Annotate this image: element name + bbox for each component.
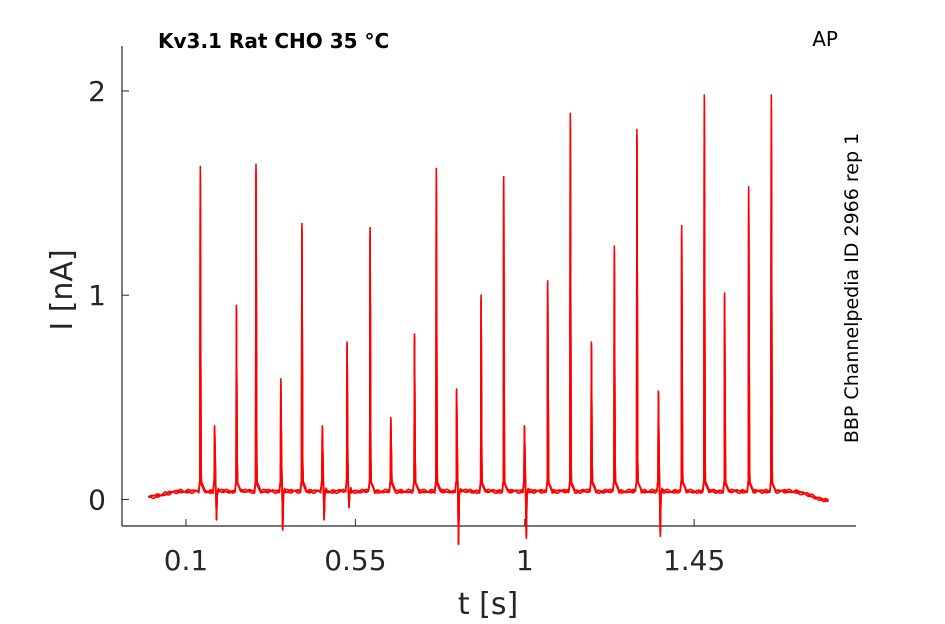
spike-peak-point: [321, 425, 324, 427]
x-axis-label: t [s]: [458, 587, 518, 622]
spike-peak-point: [680, 224, 683, 227]
y-axis-label: I [nA]: [45, 249, 80, 330]
spike-peak-point: [747, 186, 750, 188]
spike-peak-point: [235, 304, 238, 307]
spike-peak-point: [455, 388, 458, 390]
spike-peak-point: [255, 163, 257, 166]
spike-peak-point: [413, 333, 416, 335]
spike-peak-point: [502, 175, 505, 178]
spike-peak-point: [213, 425, 216, 427]
spike-peak-point: [770, 94, 773, 96]
x-tick-label: 0.1: [164, 544, 209, 577]
source-label: BBP Channelpedia ID 2966 rep 1: [841, 133, 863, 443]
y-tick-label: 0: [88, 483, 106, 516]
axes: [121, 46, 856, 527]
spike-peak-point: [657, 390, 660, 392]
plot-area: [147, 94, 830, 546]
x-tick-label: 1.45: [663, 544, 725, 577]
y-axis-ticks: 0 1 2: [88, 75, 129, 516]
spike-peak-point: [435, 167, 438, 170]
spike-peak-point: [199, 165, 202, 168]
spike-peak-point: [590, 341, 593, 343]
spike-peak-point: [280, 378, 282, 380]
spike-peak-point: [613, 245, 616, 247]
chart-title: Kv3.1 Rat CHO 35 °C: [158, 29, 389, 53]
spike-peak-point: [636, 128, 638, 131]
spike-peak-point: [389, 416, 392, 419]
spike-peak-point: [346, 341, 348, 343]
protocol-label: AP: [812, 27, 838, 51]
spike-peak-point: [723, 292, 726, 294]
y-tick-label: 2: [88, 75, 106, 108]
trace-rep-c: [148, 106, 830, 544]
spike-peak-point: [569, 112, 572, 115]
spike-peak-point: [369, 226, 371, 229]
y-tick-label: 1: [88, 279, 106, 312]
spike-peak-point: [301, 222, 303, 225]
spike-peak-point: [703, 94, 706, 96]
spike-peak-point: [546, 280, 549, 282]
spike-peak-point: [523, 425, 526, 427]
spike-peak-point: [480, 294, 482, 296]
x-tick-label: 1: [516, 544, 534, 577]
x-axis-ticks: 0.1 0.55 1 1.45: [164, 519, 725, 577]
x-tick-label: 0.55: [324, 544, 386, 577]
